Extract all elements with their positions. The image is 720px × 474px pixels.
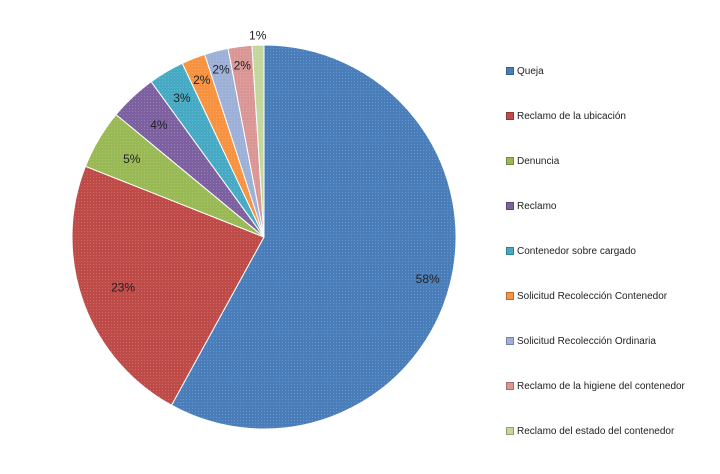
legend-item: Queja — [506, 64, 544, 78]
legend-label: Solicitud Recolección Ordinaria — [517, 335, 656, 347]
pie-slice-texture-9 — [251, 45, 264, 237]
legend-swatch — [506, 382, 514, 390]
pie-slice-texture-6 — [182, 54, 264, 238]
legend-swatch — [506, 112, 514, 120]
legend-swatch — [506, 157, 514, 165]
legend-item: Reclamo de la higiene del contenedor — [506, 379, 685, 393]
legend-swatch — [506, 247, 514, 255]
data-label-8: 2% — [234, 59, 252, 73]
pie-slice-texture-4 — [116, 81, 264, 237]
data-label-3: 5% — [123, 152, 141, 166]
legend-label: Solicitud Recolección Contenedor — [517, 290, 668, 302]
data-label-1: 58% — [416, 272, 440, 286]
legend-swatch — [506, 202, 514, 210]
legend-item: Reclamo — [506, 199, 556, 213]
legend-item: Reclamo del estado del contenedor — [506, 424, 674, 438]
legend-swatch — [506, 427, 514, 435]
legend-label: Reclamo — [517, 200, 557, 212]
data-label-5: 3% — [173, 91, 191, 105]
pie-slice-texture-8 — [228, 45, 264, 237]
data-label-6: 2% — [193, 73, 211, 87]
pie-data-labels: 58%23%5%4%3%2%2% 2%1% — [111, 29, 440, 295]
pie-slices — [71, 44, 457, 430]
legend-label: Reclamo de la ubicación — [517, 110, 626, 122]
legend-label: Reclamo del estado del contenedor — [517, 425, 675, 437]
data-label-9: 1% — [249, 29, 267, 43]
pie-slice-texture-1 — [171, 45, 456, 429]
legend-item: Contenedor sobre cargado — [506, 244, 636, 258]
legend-swatch — [506, 337, 514, 345]
legend-item: Solicitud Recolección Contenedor — [506, 289, 667, 303]
legend-item: Reclamo de la ubicación — [506, 109, 626, 123]
legend-swatch — [506, 67, 514, 75]
data-label-7: 2% — [212, 63, 230, 77]
pie-slice-texture-3 — [85, 114, 264, 237]
legend-label: Reclamo de la higiene del contenedor — [517, 380, 685, 392]
pie-slice-texture-5 — [151, 63, 264, 237]
legend-label: Denuncia — [517, 155, 560, 167]
legend-label: Queja — [517, 65, 544, 77]
data-label-2: 23% — [111, 281, 135, 295]
legend-item: Solicitud Recolección Ordinaria — [506, 334, 656, 348]
pie-slice-texture-2 — [71, 166, 265, 406]
legend-swatch — [506, 292, 514, 300]
pie-slice-texture-7 — [204, 48, 264, 238]
legend-label: Contenedor sobre cargado — [517, 245, 636, 257]
data-label-4: 4% — [150, 118, 168, 132]
legend-item: Denuncia — [506, 154, 559, 168]
